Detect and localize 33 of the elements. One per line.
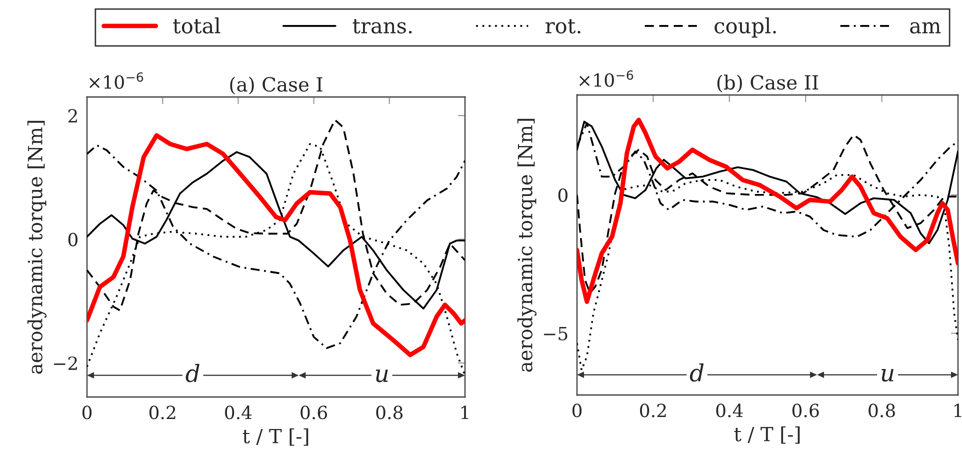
x-tick-label: 0.4	[716, 404, 743, 418]
annotation: d	[690, 363, 704, 382]
x-tick-label: 0	[572, 404, 582, 418]
annotation: u	[882, 369, 894, 382]
x-tick-label: 0	[82, 406, 92, 420]
y-tick-label: −5	[544, 326, 568, 340]
legend-label: am	[910, 22, 941, 34]
x-axis-title: t / T [-]	[242, 428, 308, 446]
x-tick-label: 0.6	[300, 406, 328, 420]
x-tick-label: 0.6	[792, 404, 819, 418]
x-tick-label: 0.8	[376, 406, 403, 420]
text: ×10$^{−6}$	[89, 72, 144, 89]
chart-title: (a) Case I	[230, 76, 322, 94]
x-tick-label: 0.8	[868, 404, 895, 418]
y-axis-title: aerodynamic torque [Nm]	[517, 118, 536, 372]
y-tick-label: 0	[68, 232, 78, 246]
legend-label: coupl.	[714, 17, 776, 38]
y-tick-label: 2	[68, 109, 77, 122]
legend-label: total	[173, 17, 220, 34]
annotation: u	[376, 370, 388, 382]
x-tick-label: 0.2	[149, 406, 176, 420]
x-tick-label: 1	[461, 406, 468, 420]
x-axis-title: t / T [-]	[734, 426, 800, 444]
legend-label: trans.	[352, 19, 412, 34]
text: ×10$^{−6}$	[579, 70, 634, 87]
annotation: d	[186, 364, 200, 382]
chart-title: (b) Case II	[717, 74, 818, 92]
y-tick-label: −2	[54, 356, 77, 370]
x-tick-label: 0.2	[640, 404, 666, 418]
y-axis-title: aerodynamic torque [Nm]	[27, 120, 46, 374]
legend-label: rot.	[546, 19, 580, 34]
x-tick-label: 0.4	[225, 406, 252, 420]
x-tick-label: 1	[954, 404, 962, 418]
